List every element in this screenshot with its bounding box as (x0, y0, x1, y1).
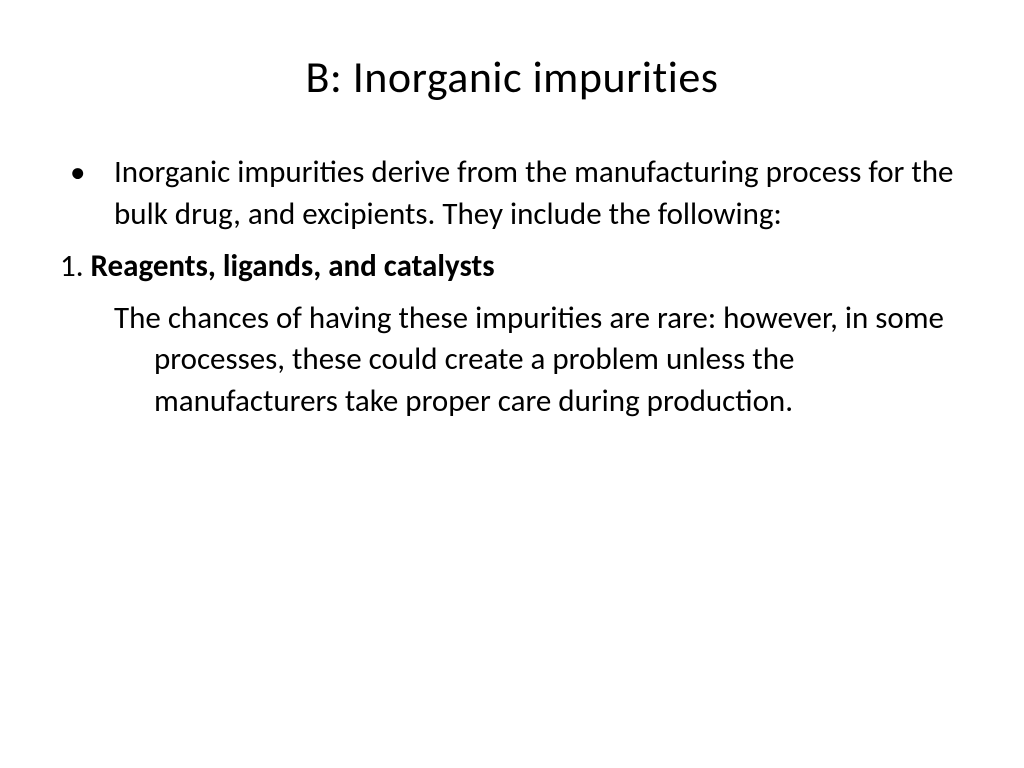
item-number: 1. (60, 247, 91, 285)
slide-title: B: Inorganic impurities (60, 50, 964, 104)
bullet-intro-text: Inorganic impurities derive from the man… (114, 152, 964, 236)
bullet-item: • Inorganic impurities derive from the m… (60, 152, 964, 236)
slide-content: • Inorganic impurities derive from the m… (60, 152, 964, 423)
bullet-marker: • (60, 152, 114, 236)
item-body: The chances of having these impurities a… (100, 298, 964, 424)
item-label: Reagents, ligands, and catalysts (91, 247, 495, 285)
numbered-item: 1. Reagents, ligands, and catalysts (60, 246, 964, 288)
